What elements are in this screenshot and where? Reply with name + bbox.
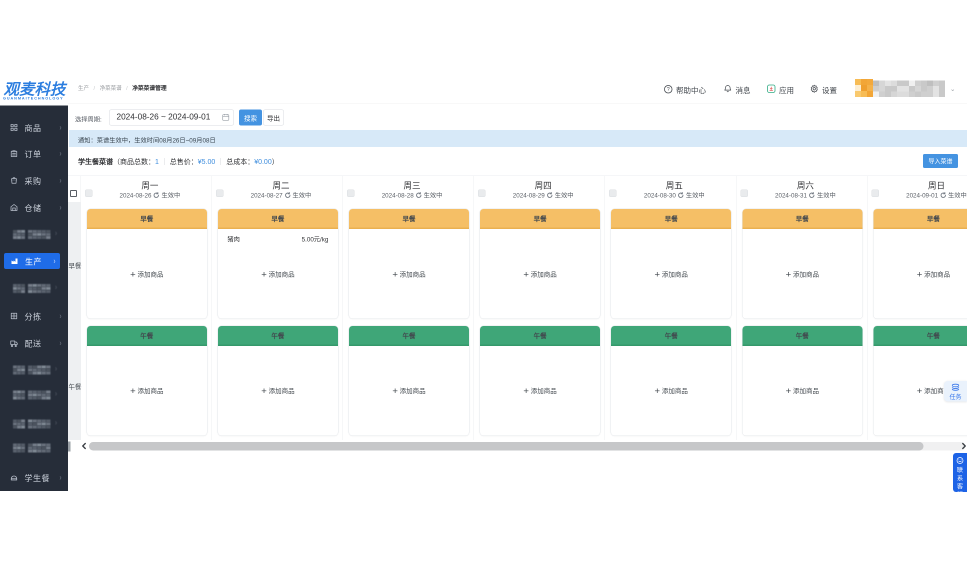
svg-text:?: ? xyxy=(667,87,670,93)
